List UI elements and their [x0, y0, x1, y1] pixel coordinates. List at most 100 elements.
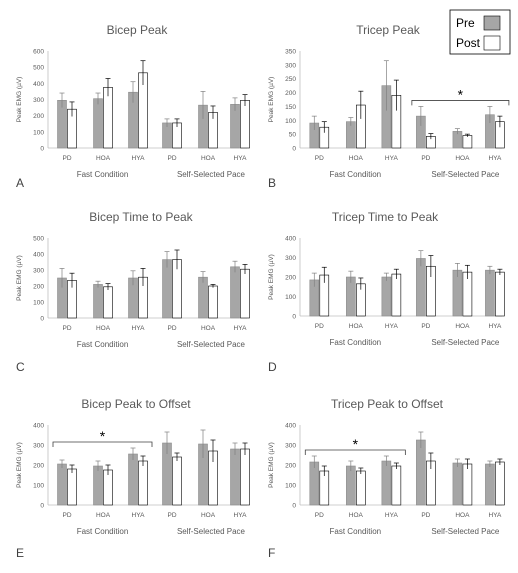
y-tick-label: 300: [285, 62, 296, 69]
bar-pre: [485, 463, 495, 506]
bar-pre: [346, 465, 356, 506]
bar-post: [462, 135, 473, 149]
x-category-label: PD: [167, 512, 176, 519]
y-tick-label: 100: [285, 118, 296, 125]
x-category-label: HYA: [132, 512, 146, 519]
x-category-label: HYA: [234, 512, 248, 519]
chart-panel-e: Bicep Peak to Offset 0 100 200 300 400 Peak EM…: [16, 397, 250, 560]
x-category-label: HOA: [455, 155, 470, 162]
y-tick-label: 500: [33, 236, 44, 243]
x-category-label: HOA: [349, 323, 364, 330]
x-category-label: PD: [421, 155, 430, 162]
y-tick-label: 200: [285, 90, 296, 97]
x-category-label: HOA: [349, 512, 364, 519]
y-tick-label: 200: [285, 275, 296, 282]
y-tick-label: 350: [285, 49, 296, 56]
condition-label: Self-Selected Pace: [177, 170, 246, 179]
y-tick-label: 300: [285, 443, 296, 450]
bar-post: [391, 465, 402, 506]
condition-label: Self-Selected Pace: [431, 338, 500, 347]
x-category-label: HOA: [201, 155, 216, 162]
condition-label: Fast Condition: [77, 527, 129, 536]
y-tick-label: 400: [285, 236, 296, 243]
x-category-label: HYA: [385, 512, 399, 519]
chart-title: Tricep Time to Peak: [332, 210, 439, 224]
bar-post: [495, 461, 505, 506]
y-axis-label: Peak EMG (µV): [268, 77, 275, 123]
bar-post: [208, 285, 218, 319]
y-tick-label: 200: [33, 113, 44, 120]
x-category-label: HYA: [488, 155, 502, 162]
y-tick-label: 400: [33, 81, 44, 88]
condition-label: Self-Selected Pace: [431, 170, 500, 179]
x-category-label: HYA: [385, 323, 399, 330]
bar-pre: [162, 259, 172, 319]
y-tick-label: 300: [33, 268, 44, 275]
y-tick-label: 600: [33, 49, 44, 56]
y-tick-label: 400: [285, 423, 296, 430]
y-axis-label: Peak EMG (µV): [16, 255, 23, 301]
x-category-label: PD: [167, 325, 176, 332]
chart-panel-c: Bicep Time to Peak 0 100 200 300 400 500 Peak E…: [16, 210, 250, 374]
chart-title: Tricep Peak: [356, 23, 421, 37]
legend-pre-label: Pre: [456, 16, 475, 30]
bar-post: [462, 463, 473, 506]
legend: Pre Post: [449, 9, 511, 55]
x-category-label: HOA: [201, 512, 216, 519]
bar-pre: [485, 269, 495, 317]
legend-post-label: Post: [456, 36, 481, 50]
bar-pre: [381, 276, 392, 317]
condition-label: Fast Condition: [77, 170, 129, 179]
chart-title: Bicep Peak to Offset: [81, 397, 191, 411]
y-tick-label: 100: [33, 129, 44, 136]
x-category-label: HOA: [96, 325, 111, 332]
x-category-label: HOA: [349, 155, 364, 162]
bar-pre: [57, 463, 67, 506]
panel-letter: F: [268, 546, 275, 560]
chart-title: Bicep Peak: [107, 23, 169, 37]
x-category-label: PD: [315, 323, 324, 330]
bar-post: [103, 87, 113, 149]
chart-panel-a: Bicep Peak 0 100 200 300 400 500 600 Peak EMG (µ…: [16, 23, 250, 190]
bar-post: [356, 470, 366, 506]
bar-post: [172, 456, 182, 506]
chart-panel-b: Tricep Peak 0 50 100 150 200 250 300 350 Peak EMG…: [268, 23, 510, 190]
x-category-label: HYA: [488, 323, 502, 330]
y-tick-label: 50: [289, 132, 297, 139]
x-category-label: HYA: [385, 155, 399, 162]
significance-bracket: [411, 100, 510, 106]
bar-pre: [381, 460, 392, 506]
significance-marker: *: [100, 428, 106, 444]
bar-pre: [93, 465, 103, 506]
y-tick-label: 0: [40, 146, 44, 153]
chart-panel-d: Tricep Time to Peak 0 100 200 300 400 Peak EMG…: [268, 210, 505, 374]
x-category-label: HOA: [201, 325, 216, 332]
y-axis-label: Peak EMG (µV): [16, 442, 23, 488]
bar-post: [138, 460, 148, 506]
x-category-label: PD: [315, 512, 324, 519]
bar-pre: [452, 462, 463, 506]
x-category-label: PD: [315, 155, 324, 162]
y-tick-label: 150: [285, 104, 296, 111]
y-tick-label: 300: [33, 97, 44, 104]
bar-pre: [230, 104, 240, 149]
x-category-label: HOA: [96, 155, 111, 162]
panel-letter: A: [16, 176, 24, 190]
y-tick-label: 300: [285, 255, 296, 262]
bar-pre: [93, 98, 103, 149]
panel-letter: B: [268, 176, 276, 190]
y-tick-label: 200: [33, 463, 44, 470]
y-tick-label: 250: [285, 76, 296, 83]
y-tick-label: 0: [292, 503, 296, 510]
significance-marker: *: [353, 436, 359, 452]
x-category-label: PD: [62, 155, 71, 162]
legend-pre-swatch: [483, 15, 501, 31]
condition-label: Fast Condition: [77, 340, 129, 349]
y-axis-label: Peak EMG (µV): [16, 77, 23, 123]
y-tick-label: 100: [33, 483, 44, 490]
bar-pre: [198, 276, 208, 319]
bar-post: [240, 448, 250, 506]
y-tick-label: 100: [33, 300, 44, 307]
bar-post: [103, 469, 113, 506]
